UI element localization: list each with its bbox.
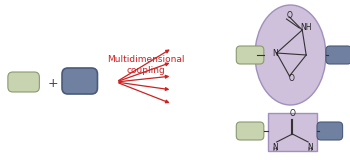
Text: H: H	[308, 147, 313, 152]
FancyBboxPatch shape	[236, 122, 264, 140]
FancyBboxPatch shape	[8, 72, 40, 92]
FancyBboxPatch shape	[62, 68, 97, 94]
Text: NH: NH	[300, 23, 312, 32]
FancyBboxPatch shape	[236, 46, 264, 64]
FancyBboxPatch shape	[317, 122, 343, 140]
FancyBboxPatch shape	[326, 46, 350, 64]
Text: O: O	[288, 73, 294, 83]
Text: N: N	[272, 48, 278, 57]
Text: Multidimensional
coupling: Multidimensional coupling	[107, 55, 184, 75]
Text: N: N	[272, 143, 278, 152]
FancyBboxPatch shape	[268, 113, 317, 151]
Ellipse shape	[255, 5, 326, 105]
Text: +: +	[48, 76, 58, 89]
Text: O: O	[289, 109, 295, 118]
Text: H: H	[272, 147, 277, 152]
Text: N: N	[307, 143, 313, 152]
Text: O: O	[287, 11, 292, 20]
